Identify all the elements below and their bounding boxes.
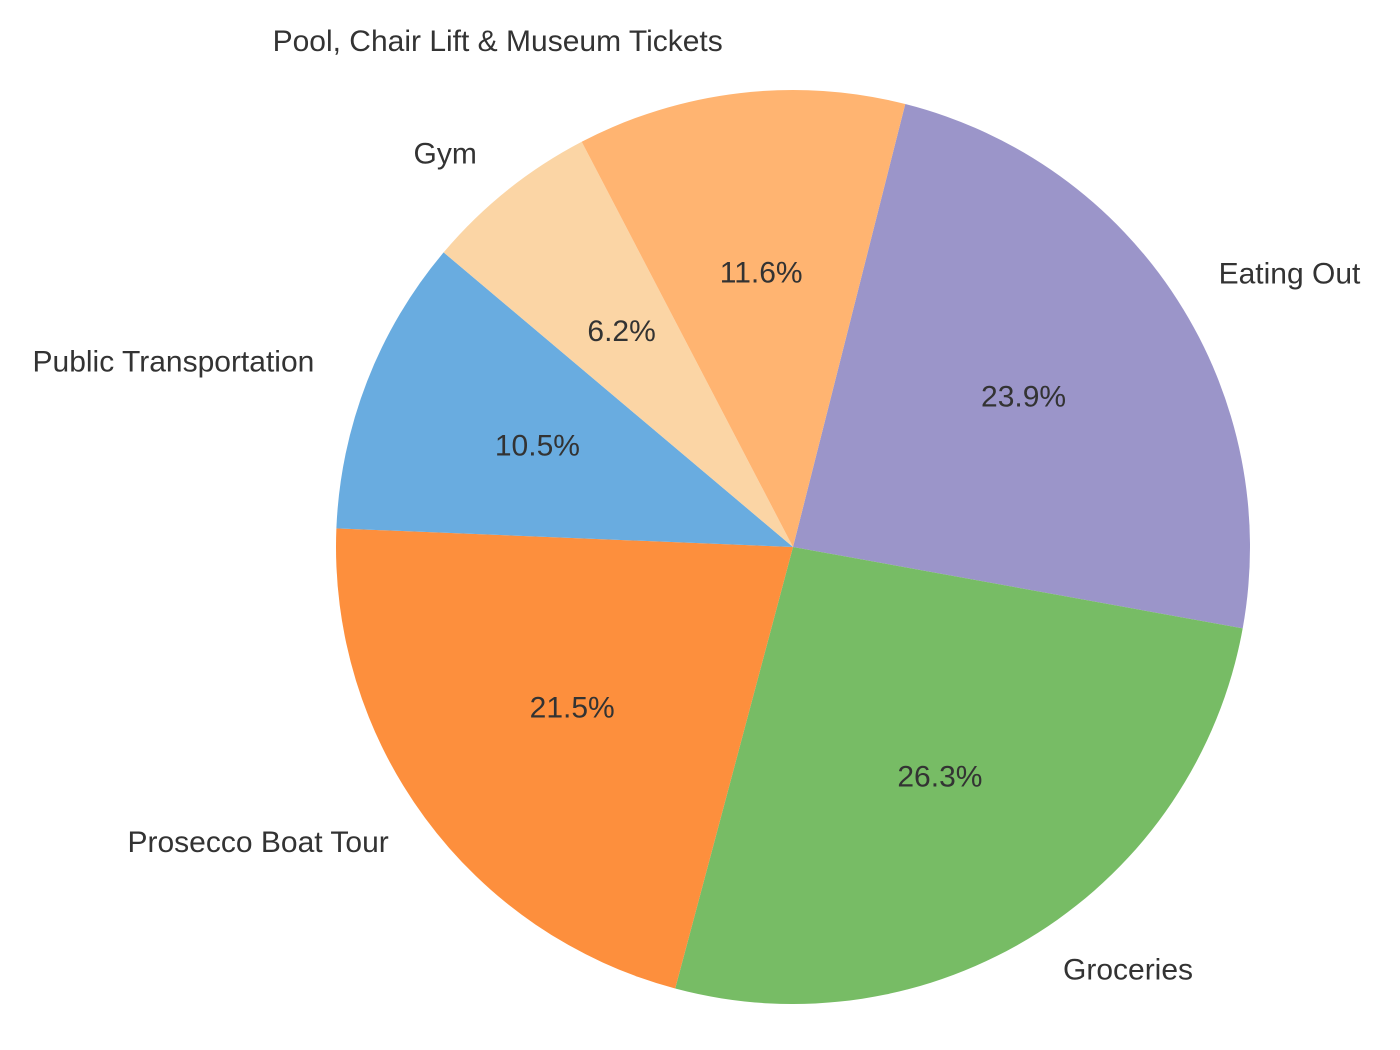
svg-text:Public Transportation: Public Transportation [33,346,315,379]
svg-text:6.2%: 6.2% [587,315,655,348]
svg-text:11.6%: 11.6% [720,257,803,290]
svg-text:Gym: Gym [414,138,477,171]
svg-text:Pool, Chair Lift & Museum Tick: Pool, Chair Lift & Museum Tickets [273,25,723,58]
svg-text:10.5%: 10.5% [495,430,580,463]
svg-text:26.3%: 26.3% [897,760,982,793]
svg-text:23.9%: 23.9% [981,381,1066,414]
svg-text:Prosecco Boat Tour: Prosecco Boat Tour [128,826,389,859]
svg-text:Eating Out: Eating Out [1219,257,1361,290]
svg-text:Groceries: Groceries [1063,954,1193,987]
svg-text:21.5%: 21.5% [530,692,615,725]
